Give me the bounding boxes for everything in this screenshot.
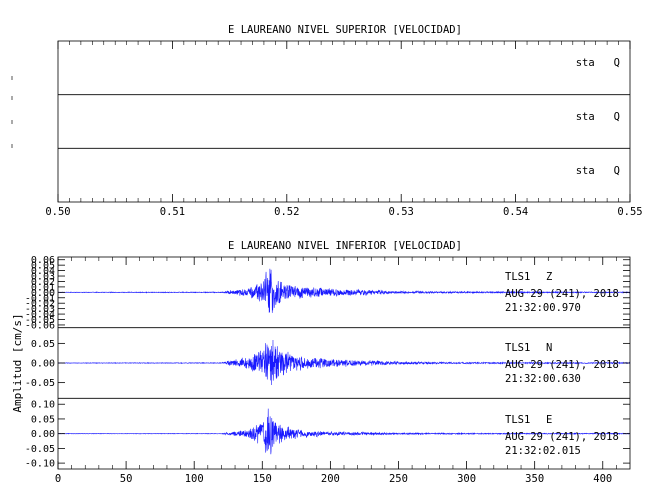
y-tick-label: -0.01 (25, 293, 55, 304)
seismic-trace (57, 268, 631, 313)
y-tick-label: 0.04 (31, 266, 55, 277)
y-tick-label: 0.05 (31, 414, 55, 425)
seismic-traces (57, 268, 631, 455)
y-tick-label: -0.02 (25, 299, 55, 310)
y-tick-label: 0.01 (31, 282, 55, 293)
y-tick-label: 0.02 (31, 277, 55, 288)
component-label: N (546, 342, 552, 354)
x-tick-label: 0.54 (503, 206, 528, 218)
bottom-x-axis: 0 50 100 150 200 250 300 350 400 (55, 257, 617, 485)
record-date: AUG 29 (241), 2018 (505, 431, 619, 443)
x-tick-label: 0.51 (160, 206, 185, 218)
y-tick-label: 0.00 (31, 359, 55, 370)
y-tick-label: 0.10 (31, 400, 55, 411)
top-panel-label: sta Q (576, 111, 620, 123)
bottom-chart: E LAUREANO NIVEL INFERIOR [VELOCIDAD] Am… (11, 240, 631, 485)
record-time: 21:32:00.970 (505, 302, 581, 314)
x-tick-label: 0.53 (389, 206, 414, 218)
x-tick-label: 100 (185, 473, 204, 485)
seismic-trace (57, 340, 631, 386)
component-label: Z (546, 271, 552, 283)
y-tick-label: -0.06 (25, 320, 55, 331)
panel-annotation-z: TLS1 Z AUG 29 (241), 2018 21:32:00.970 (505, 271, 619, 314)
x-tick-label: 200 (321, 473, 340, 485)
bottom-y-axis-label: Amplitud [cm/s] (11, 313, 24, 412)
y-tick-label: -0.05 (25, 444, 55, 455)
record-date: AUG 29 (241), 2018 (505, 359, 619, 371)
top-chart-title: E LAUREANO NIVEL SUPERIOR [VELOCIDAD] (228, 24, 462, 36)
record-time: 21:32:00.630 (505, 373, 581, 385)
seismic-trace (57, 408, 631, 455)
y-tick-label: 0.00 (31, 429, 55, 440)
top-chart: E LAUREANO NIVEL SUPERIOR [VELOCIDAD] st… (11, 24, 643, 218)
y-tick-label: -0.10 (25, 459, 55, 470)
y-tick-label: 0.03 (31, 272, 55, 283)
y-tick-label: 0.05 (31, 261, 55, 272)
record-time: 21:32:02.015 (505, 445, 581, 457)
y-tick-label: -0.03 (25, 304, 55, 315)
y-tick-label: -0.05 (25, 378, 55, 389)
y-tick-label: -0.04 (25, 310, 55, 321)
x-tick-label: 0.52 (274, 206, 299, 218)
y-tick-label: 0.05 (31, 339, 55, 350)
bottom-chart-title: E LAUREANO NIVEL INFERIOR [VELOCIDAD] (228, 240, 462, 252)
x-tick-label: 350 (525, 473, 544, 485)
x-tick-label: 300 (457, 473, 476, 485)
top-chart-frame (57, 40, 631, 203)
record-date: AUG 29 (241), 2018 (505, 288, 619, 300)
station-name: TLS1 (505, 271, 530, 283)
station-name: TLS1 (505, 342, 530, 354)
panel-annotation-e: TLS1 E AUG 29 (241), 2018 21:32:02.015 (505, 414, 619, 457)
x-tick-label: 400 (593, 473, 612, 485)
component-label: E (546, 414, 552, 426)
y-tick-label: 0.06 (31, 255, 55, 266)
panel-annotation-n: TLS1 N AUG 29 (241), 2018 21:32:00.630 (505, 342, 619, 385)
bottom-y-axes: 0.060.050.040.030.020.010.00-0.01-0.02-0… (25, 255, 630, 470)
top-panel-label: sta Q (576, 165, 620, 177)
y-tick-label: -0.05 (25, 315, 55, 326)
top-x-axis: 0.50 0.51 0.52 0.53 0.54 0.55 (45, 41, 643, 218)
x-tick-label: 150 (253, 473, 272, 485)
x-tick-label: 250 (389, 473, 408, 485)
x-tick-label: 0.50 (45, 206, 70, 218)
top-panel-label: sta Q (576, 57, 620, 69)
y-tick-label: 0.00 (31, 288, 55, 299)
x-tick-label: 0.55 (617, 206, 642, 218)
x-tick-label: 0 (55, 473, 61, 485)
station-name: TLS1 (505, 414, 530, 426)
x-tick-label: 50 (120, 473, 133, 485)
